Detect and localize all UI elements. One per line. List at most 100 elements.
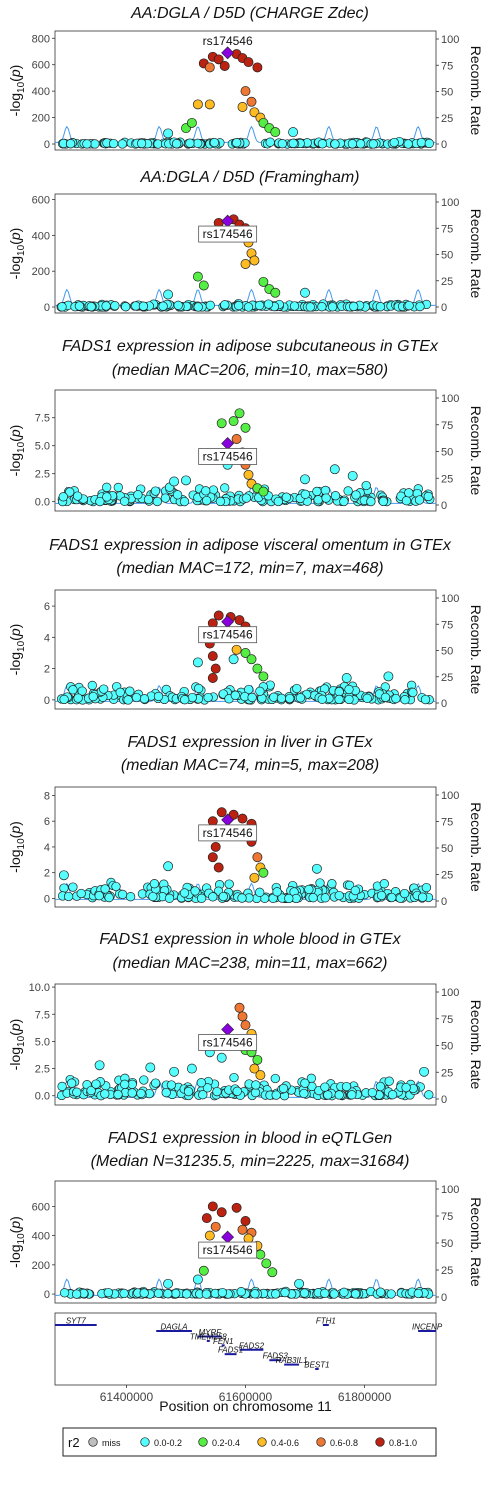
y-tick-label: 0.0 [35, 497, 50, 509]
snp-point [243, 57, 254, 68]
snp-point [278, 1083, 289, 1094]
snp-point [58, 492, 68, 502]
snp-point [273, 496, 283, 507]
snp-point [201, 495, 212, 506]
snp-point [216, 807, 227, 818]
snp-point [186, 117, 197, 128]
snp-point [339, 1287, 349, 1297]
legend-label: 0.4-0.6 [271, 1438, 299, 1448]
y-tick-label: 2 [44, 868, 50, 880]
snp-point [421, 882, 432, 893]
snp-point [386, 1289, 396, 1299]
snp-point [240, 1020, 251, 1031]
y2-tick-label: 100 [441, 790, 459, 802]
snp-point [344, 684, 354, 695]
snp-point [252, 852, 263, 863]
snp-point [250, 1289, 260, 1299]
snp-point [250, 1087, 261, 1098]
snp-point [101, 301, 111, 311]
snp-point [208, 892, 218, 902]
snp-point [300, 489, 310, 499]
snp-point [350, 885, 360, 896]
legend-label: 0.0-0.2 [154, 1438, 182, 1448]
snp-point [125, 892, 136, 902]
snp-point [213, 54, 224, 65]
snp-point [74, 301, 85, 311]
snp-point [190, 886, 200, 896]
snp-point [181, 1289, 192, 1299]
snp-point [138, 301, 149, 311]
y2-axis-label: Recomb. Rate [468, 406, 484, 496]
legend-label: 0.2-0.4 [212, 1438, 240, 1448]
y-tick-label: 0 [44, 893, 50, 905]
snp-point [375, 1287, 386, 1297]
snp-point [198, 1265, 209, 1276]
snp-point [281, 492, 292, 502]
snp-point [68, 882, 78, 892]
snp-point [99, 684, 109, 694]
snp-point [192, 1274, 203, 1285]
legend-frame [62, 1427, 437, 1457]
snp-point [202, 1083, 213, 1093]
snp-point [355, 139, 366, 149]
snp-point [362, 693, 372, 703]
snp-point [311, 863, 322, 874]
association-panel-5: FADS1 expression in liver in GTEx (median… [7, 734, 484, 908]
snp-point [63, 891, 74, 902]
y-axis-label: -log10(p) [7, 65, 27, 117]
snp-point [265, 137, 275, 147]
snp-point [219, 61, 230, 71]
snp-point [193, 138, 203, 148]
snp-point [327, 879, 337, 889]
snp-point [334, 890, 344, 901]
snp-point [169, 1066, 180, 1077]
snp-point [313, 495, 323, 505]
snp-point [65, 487, 75, 497]
snp-point [171, 139, 182, 149]
snp-point [305, 302, 315, 312]
gene-label: SYT7 [66, 1317, 87, 1326]
snp-point [347, 1090, 357, 1100]
y2-axis-label: Recomb. Rate [468, 605, 484, 695]
legend-swatch [198, 1437, 208, 1447]
snp-point [163, 289, 174, 300]
snp-point [255, 1249, 266, 1260]
snp-point [94, 891, 104, 901]
y-tick-label: 4 [44, 632, 50, 644]
panel-title-line: AA:DGLA / D5D (Framingham) [139, 169, 359, 186]
y2-tick-label: 50 [441, 646, 453, 658]
snp-point [240, 259, 251, 269]
snp-point [102, 482, 112, 492]
y-tick-label: 2.5 [35, 1064, 50, 1076]
y2-tick-label: 75 [441, 1211, 453, 1223]
snp-point [404, 300, 414, 311]
snp-point [201, 1213, 212, 1224]
snp-point [270, 1289, 281, 1299]
snp-point [179, 888, 190, 898]
y2-axis-label: Recomb. Rate [468, 209, 484, 299]
association-panel-2: AA:DGLA / D5D (Framingham) 0 200 400 600 0 25 5… [7, 169, 484, 314]
snp-point [220, 300, 230, 310]
snp-point [330, 139, 340, 149]
snp-point [234, 300, 244, 311]
y-axis-label: -log10(p) [7, 821, 27, 873]
snp-point [320, 1082, 330, 1092]
snp-point [368, 139, 378, 149]
snp-point [299, 1288, 310, 1298]
snp-point [252, 1054, 263, 1065]
snp-point [308, 893, 318, 903]
snp-point [212, 1086, 222, 1097]
snp-point [72, 1087, 82, 1097]
association-panel-4: FADS1 expression in adipose visceral ome… [7, 537, 484, 710]
snp-point [330, 491, 341, 501]
snp-point [204, 62, 215, 73]
snp-point [194, 683, 204, 694]
snp-point [87, 680, 97, 691]
snp-point [67, 1078, 77, 1088]
snp-point [267, 1267, 278, 1278]
snp-point [158, 301, 168, 311]
snp-point [196, 1078, 206, 1088]
snp-point [59, 1288, 70, 1298]
y2-tick-label: 75 [441, 420, 453, 432]
